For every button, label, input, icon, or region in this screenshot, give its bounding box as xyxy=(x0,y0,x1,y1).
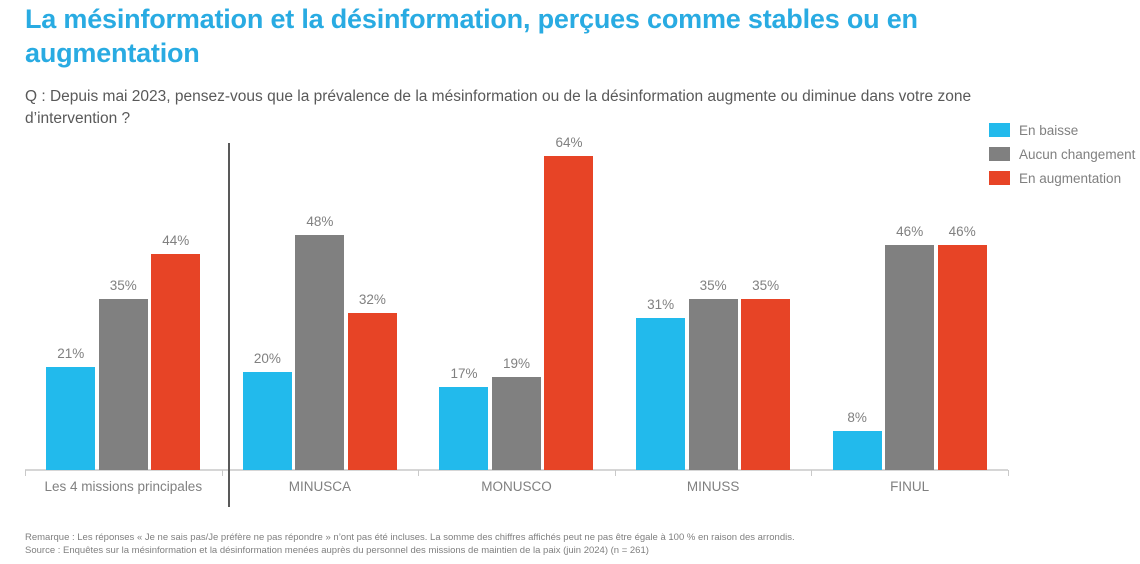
axis-tick xyxy=(25,470,26,476)
category-label-monusco: MONUSCO xyxy=(481,479,552,494)
bar-aucun-changement-les-4-missions-principales xyxy=(98,298,148,470)
bar-cell: 48% xyxy=(295,213,345,470)
bar-value-label: 46% xyxy=(896,223,924,239)
bar-value-label: 64% xyxy=(555,135,583,151)
bar-en-augmentation-finul xyxy=(937,244,987,470)
bar-group-les-4-missions-principales: 21% 35% 44% xyxy=(25,233,222,470)
bar-en-augmentation-les-4-missions-principales xyxy=(151,254,201,470)
page-title: La mésinformation et la désinformation, … xyxy=(25,4,918,68)
bar-aucun-changement-minuss xyxy=(688,298,738,470)
category-label-les-4-missions-principales: Les 4 missions principales xyxy=(44,479,203,494)
bar-value-label: 46% xyxy=(948,223,976,239)
legend-label: Aucun changement xyxy=(1019,146,1136,162)
axis-tick xyxy=(221,470,223,476)
x-axis-line xyxy=(25,469,1008,471)
bar-aucun-changement-monusco xyxy=(491,376,541,470)
category-label-minusca: MINUSCA xyxy=(288,479,352,494)
bar-cell: 21% xyxy=(46,346,96,470)
bar-value-label: 48% xyxy=(306,213,334,229)
bar-group-minusca: 20% 48% 32% xyxy=(222,214,419,470)
axis-tick xyxy=(614,470,616,476)
bar-cell: 64% xyxy=(544,135,594,470)
bar-group-monusco: 17% 19% 64% xyxy=(418,135,615,470)
bar-value-label: 35% xyxy=(752,277,780,293)
bar-value-label: 31% xyxy=(647,297,675,313)
group-separator-line xyxy=(228,143,230,507)
bar-group-finul: 8% 46% 46% xyxy=(811,224,1008,470)
bar-cell: 20% xyxy=(242,351,292,470)
legend-swatch-gray xyxy=(989,147,1010,161)
bar-cell: 44% xyxy=(151,233,201,470)
bar-en-augmentation-minusca xyxy=(347,313,397,470)
legend-swatch-blue xyxy=(989,123,1010,137)
bar-group-minuss: 31% 35% 35% xyxy=(615,277,812,470)
legend-item-en-baisse: En baisse xyxy=(989,122,1135,138)
bar-en-baisse-les-4-missions-principales xyxy=(46,367,96,470)
bar-cell: 35% xyxy=(98,277,148,470)
legend-label: En baisse xyxy=(1019,122,1079,138)
bar-cell: 46% xyxy=(885,223,935,470)
bar-cell: 8% xyxy=(832,409,882,470)
chart-legend: En baisse Aucun changement En augmentati… xyxy=(989,123,1135,195)
bar-en-baisse-finul xyxy=(832,430,882,470)
bar-cell: 32% xyxy=(347,292,397,470)
bar-aucun-changement-minusca xyxy=(295,234,345,470)
source-text: Source : Enquêtes sur la mésinformation … xyxy=(25,545,649,556)
legend-swatch-red xyxy=(989,171,1010,185)
bar-value-label: 44% xyxy=(162,233,190,249)
bar-value-label: 8% xyxy=(847,409,867,425)
bar-en-augmentation-minuss xyxy=(741,298,791,470)
category-label-finul: FINUL xyxy=(890,479,930,494)
legend-item-en-augmentation: En augmentation xyxy=(989,170,1135,186)
bar-value-label: 17% xyxy=(450,365,478,381)
survey-question: Q : Depuis mai 2023, pensez-vous que la … xyxy=(25,88,972,127)
footnotes: Remarque : Les réponses « Je ne sais pas… xyxy=(25,531,1125,557)
bar-cell: 35% xyxy=(688,277,738,470)
axis-tick xyxy=(811,470,813,476)
bar-value-label: 20% xyxy=(253,351,281,366)
legend-label: En augmentation xyxy=(1019,170,1122,186)
bar-value-label: 32% xyxy=(358,292,386,308)
bar-cell: 35% xyxy=(741,277,791,470)
bar-en-baisse-minuss xyxy=(636,318,686,470)
bar-value-label: 19% xyxy=(502,355,530,371)
bar-cell: 19% xyxy=(491,355,541,470)
bar-cell: 17% xyxy=(439,365,489,470)
bar-value-label: 35% xyxy=(109,277,137,293)
bar-value-label: 35% xyxy=(699,277,727,293)
category-label-minuss: MINUSS xyxy=(686,479,740,494)
bar-aucun-changement-finul xyxy=(885,244,935,470)
bar-en-baisse-monusco xyxy=(439,386,489,470)
bar-cell: 46% xyxy=(937,223,987,470)
bar-en-augmentation-monusco xyxy=(544,156,594,470)
bar-value-label: 21% xyxy=(57,346,85,362)
bar-cell: 31% xyxy=(636,297,686,470)
note-text: Remarque : Les réponses « Je ne sais pas… xyxy=(25,532,795,543)
axis-tick xyxy=(1008,470,1009,476)
legend-item-aucun-changement: Aucun changement xyxy=(989,146,1136,162)
axis-tick xyxy=(418,470,420,476)
bar-en-baisse-minusca xyxy=(242,372,292,470)
